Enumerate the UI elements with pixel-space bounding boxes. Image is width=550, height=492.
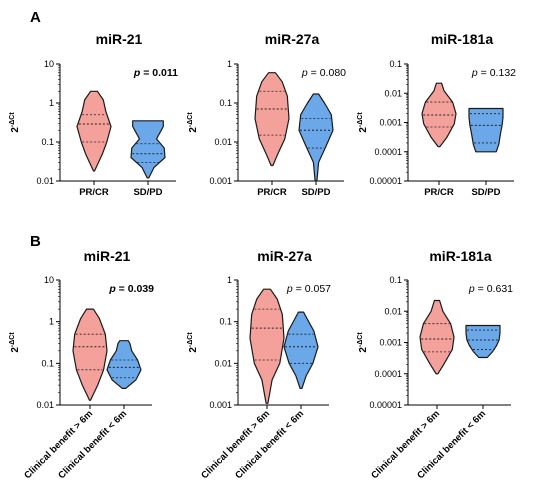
chart-2: miR-181a 2-ΔCt 0.00001 0.0001 0.001 0.01 0.1 PR… — [357, 31, 516, 198]
y-tick-label: 0.01 — [214, 137, 232, 147]
violin-blue — [283, 311, 319, 389]
y-tick-label: 1 — [49, 98, 54, 108]
chart-title: miR-181a — [431, 31, 493, 47]
y-tick-label: 0.0001 — [374, 147, 402, 157]
x-category-label: PR/CR — [79, 187, 109, 198]
y-tick-label: 0.00001 — [369, 400, 402, 410]
panel-letter-b: B — [30, 233, 41, 250]
y-tick-label: 0.1 — [219, 317, 232, 327]
p-value-label: p = 0.039 — [108, 283, 154, 295]
x-category-label: PR/CR — [257, 187, 287, 198]
y-tick-label: 0.1 — [389, 275, 402, 285]
p-value-label: p = 0.132 — [471, 67, 516, 79]
violin-red — [419, 299, 455, 375]
chart-1: miR-27a 2-ΔCt 0.001 0.01 0.1 1 PR/CR SD/PD p = 0… — [187, 31, 346, 198]
x-category-label: SD/PD — [471, 187, 500, 198]
p-value-label: p = 0.080 — [301, 67, 346, 79]
y-axis-label: 2-ΔCt — [9, 112, 21, 133]
y-tick-label: 0.1 — [219, 98, 232, 108]
p-value-label: p = 0.011 — [133, 67, 178, 79]
violin-red — [72, 308, 108, 401]
y-axis-label: 2-ΔCt — [187, 332, 199, 353]
y-tick-label: 1 — [49, 317, 54, 327]
y-tick-label: 0.001 — [209, 176, 232, 186]
violin-blue — [298, 93, 334, 182]
y-axis-label: 2-ΔCt — [357, 112, 369, 133]
p-value-label: p = 0.057 — [286, 283, 331, 295]
violin-red — [421, 82, 457, 148]
y-tick-label: 0.00001 — [369, 176, 402, 186]
y-tick-label: 0.001 — [379, 118, 402, 128]
violin-blue — [130, 120, 166, 179]
chart-4: miR-27a 2-ΔCt 0.001 0.01 0.1 1 Clinical benefi… — [187, 248, 331, 481]
y-axis-label: 2-ΔCt — [357, 332, 369, 353]
y-tick-label: 1 — [227, 275, 232, 285]
x-category-label: PR/CR — [424, 187, 454, 198]
y-tick-label: 0.01 — [36, 400, 54, 410]
violin-red — [254, 72, 290, 167]
y-tick-label: 0.01 — [384, 306, 402, 316]
y-tick-label: 0.1 — [41, 358, 54, 368]
charts-group: miR-21 2-ΔCt 0.01 0.1 1 10 PR/CR SD/PD p = 0.011… — [9, 31, 516, 481]
y-tick-label: 0.1 — [41, 137, 54, 147]
y-tick-label: 10 — [44, 275, 54, 285]
x-category-label: Clinical benefit < 6m — [56, 408, 129, 481]
p-value-label: p = 0.631 — [468, 283, 513, 295]
y-axis-label: 2-ΔCt — [9, 332, 21, 353]
panel-letter-a: A — [30, 9, 41, 26]
x-category-label: SD/PD — [133, 187, 162, 198]
y-tick-label: 0.1 — [389, 59, 402, 69]
violin-red — [249, 288, 285, 404]
chart-5: miR-181a2-ΔCt0.000010.00010.0010.010.1Cl… — [357, 248, 513, 481]
y-tick-label: 10 — [44, 59, 54, 69]
y-tick-label: 0.001 — [209, 400, 232, 410]
x-category-label: SD/PD — [301, 187, 330, 198]
chart-0: miR-21 2-ΔCt 0.01 0.1 1 10 PR/CR SD/PD p = 0.011 — [9, 31, 178, 198]
violin-red — [76, 90, 112, 172]
chart-title: miR-27a — [257, 248, 312, 264]
y-tick-label: 0.01 — [384, 88, 402, 98]
y-tick-label: 0.01 — [36, 176, 54, 186]
violin-blue — [106, 340, 142, 389]
chart-title: miR-21 — [96, 31, 143, 47]
chart-title: miR-181a — [429, 248, 491, 264]
violin-blue — [468, 107, 504, 153]
y-tick-label: 1 — [227, 59, 232, 69]
y-axis-label: 2-ΔCt — [187, 112, 199, 133]
chart-title: miR-27a — [265, 31, 320, 47]
x-category-label: Clinical benefit < 6m — [233, 408, 306, 481]
y-tick-label: 0.001 — [379, 338, 402, 348]
y-tick-label: 0.0001 — [374, 369, 402, 379]
chart-title: miR-21 — [84, 248, 131, 264]
y-tick-label: 0.01 — [214, 358, 232, 368]
